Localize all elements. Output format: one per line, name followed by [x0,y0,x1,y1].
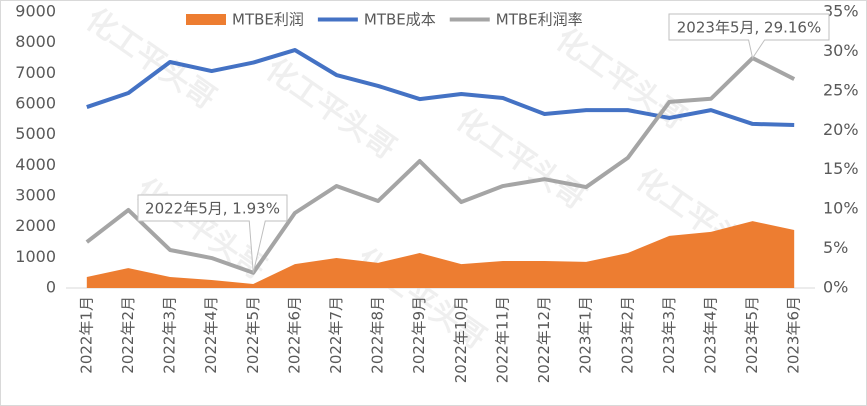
y2-tick-label: 35% [823,2,859,21]
y-tick-label: 7000 [15,63,56,82]
legend-label: MTBE利润 [232,11,304,29]
y2-tick-label: 30% [823,41,859,60]
y-tick-label: 9000 [15,2,56,21]
x-tick-label: 2022年6月 [285,296,303,374]
x-tick-label: 2022年12月 [535,296,553,383]
line [85,56,796,275]
x-tick-label: 2022年9月 [410,296,428,374]
y-tick-label: 2000 [15,216,56,235]
x-tick-label: 2022年8月 [369,296,387,374]
y2-tick-label: 15% [823,159,859,178]
y-tick-label: 8000 [15,32,56,51]
y-tick-label: 3000 [15,186,56,205]
x-tick-label: 2023年3月 [660,296,678,374]
legend-label: MTBE成本 [364,11,436,29]
area [86,221,795,288]
x-tick-label: 2023年4月 [701,296,719,374]
y-tick-label: 4000 [15,155,56,174]
x-tick-label: 2022年10月 [452,296,470,383]
legend-label: MTBE利润率 [496,11,583,29]
annotation: 2022年5月, 1.93% [145,200,280,218]
x-tick-label: 2022年7月 [327,296,345,374]
annotation-callout [137,194,288,273]
x-tick-label: 2022年11月 [493,296,511,383]
x-tick-label: 2023年1月 [577,296,595,374]
y-tick-label: 5000 [15,124,56,143]
line [86,48,795,128]
x-tick-label: 2022年5月 [244,296,262,374]
legend-swatch [186,14,226,25]
x-tick-label: 2022年1月 [77,296,95,374]
x-tick-label: 2023年6月 [785,296,803,374]
y2-tick-label: 0% [823,278,848,297]
x-tick-label: 2022年2月 [119,296,137,374]
y2-tick-label: 5% [823,238,848,257]
y-tick-label: 0 [46,278,56,297]
y2-tick-label: 20% [823,120,859,139]
y2-tick-label: 10% [823,199,859,218]
x-tick-label: 2023年5月 [743,296,761,374]
y-tick-label: 6000 [15,94,56,113]
annotation-callout [668,13,830,60]
annotation: 2023年5月, 29.16% [677,19,821,37]
y-tick-label: 1000 [15,247,56,266]
x-tick-label: 2023年2月 [618,296,636,374]
x-tick-label: 2022年3月 [161,296,179,374]
y2-tick-label: 25% [823,80,859,99]
x-tick-label: 2022年4月 [202,296,220,374]
